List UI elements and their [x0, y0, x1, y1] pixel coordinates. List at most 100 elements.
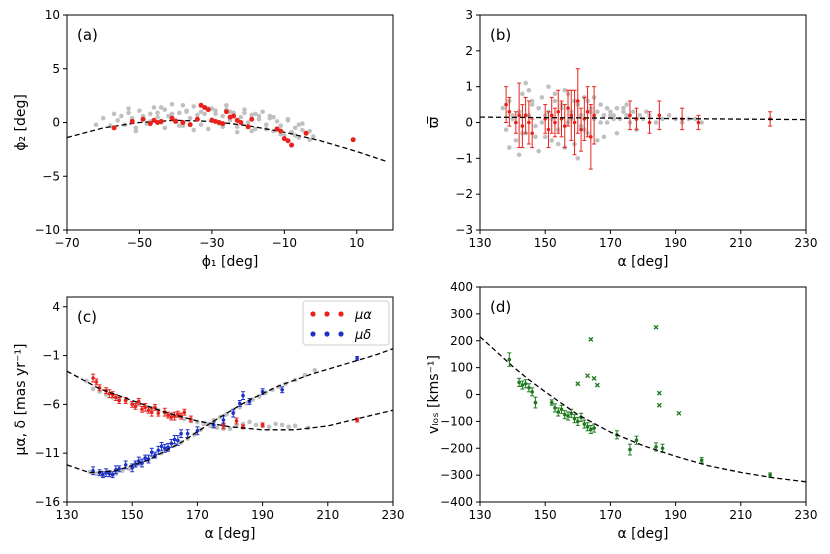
- gray-star-point: [624, 102, 629, 107]
- gray-star-point: [133, 128, 139, 134]
- legend-box: [302, 300, 390, 346]
- legend-marker-mu-alpha: [310, 311, 344, 317]
- mu-delta-point: [159, 441, 164, 451]
- member-point: [289, 142, 295, 148]
- mu-alpha-point: [143, 402, 148, 412]
- rv-member-point: [530, 387, 535, 397]
- data-point: [166, 413, 170, 417]
- mu-alpha-point: [97, 384, 102, 392]
- legend-dot: [324, 331, 330, 337]
- mu-delta-point: [162, 443, 167, 453]
- gray-star-point: [526, 87, 532, 93]
- gray-star-point: [195, 112, 200, 118]
- gray-star-point: [278, 123, 284, 129]
- gray-star-point: [245, 120, 251, 125]
- data-point: [355, 356, 359, 361]
- data-point: [768, 473, 772, 477]
- y-tick-label: 300: [450, 307, 473, 321]
- gray-star-point: [100, 115, 106, 121]
- member-point: [111, 125, 117, 131]
- gray-star-point: [162, 107, 168, 112]
- mu-delta-point: [169, 439, 174, 448]
- gray-star-point: [520, 91, 525, 97]
- mu-delta-point: [179, 429, 184, 439]
- x-tick-label: 210: [316, 508, 339, 522]
- rv-member-point: [634, 435, 639, 445]
- rv-member-point: [552, 403, 557, 413]
- x-tick-label: 130: [469, 236, 492, 250]
- data-point: [163, 446, 167, 451]
- gray-star-point: [311, 134, 316, 139]
- member-point: [140, 116, 146, 122]
- gray-star-point: [90, 386, 96, 392]
- data-point: [562, 124, 567, 128]
- data-point: [576, 419, 580, 424]
- data-point: [572, 416, 577, 421]
- gray-star-point: [608, 109, 613, 115]
- y-tick-label: −400: [440, 495, 473, 509]
- member-point: [187, 122, 193, 128]
- x-tick-label: 170: [186, 508, 209, 522]
- rv-member-point: [569, 408, 574, 418]
- data-point: [582, 422, 587, 426]
- mu-delta-point: [97, 469, 102, 477]
- legend-dot: [310, 331, 316, 337]
- gray-star-point: [213, 111, 218, 117]
- data-point: [130, 402, 134, 407]
- y-tick-label: 3: [465, 8, 473, 22]
- gray-star-point: [198, 122, 204, 127]
- gray-star-point: [300, 121, 305, 126]
- gray-star-point: [162, 125, 168, 131]
- gray-star-point: [296, 122, 302, 127]
- mu-alpha-point: [117, 397, 122, 404]
- member-point: [274, 126, 280, 132]
- mu-delta-point: [156, 445, 161, 455]
- gray-star-point: [608, 113, 613, 118]
- gray-star-point: [263, 122, 269, 127]
- data-point: [504, 102, 508, 107]
- data-point: [517, 113, 521, 118]
- gray-star-point: [611, 116, 616, 122]
- data-point: [114, 395, 118, 400]
- member-point: [169, 115, 175, 121]
- data-point: [520, 383, 525, 387]
- data-point: [153, 405, 157, 410]
- data-point: [507, 357, 512, 362]
- data-point: [523, 381, 528, 386]
- gray-star-point: [155, 110, 160, 116]
- data-point: [169, 441, 174, 446]
- gray-star-point: [119, 113, 124, 119]
- y-tick-label: −300: [440, 468, 473, 482]
- legend-dot: [338, 331, 344, 337]
- x-tick-label: 230: [795, 508, 818, 522]
- gray-star-point: [148, 111, 153, 117]
- panel-d-marks: [480, 324, 806, 483]
- y-tick-label: 0: [465, 116, 473, 130]
- data-point: [280, 387, 284, 392]
- gray-star-point: [523, 80, 528, 86]
- gray-star-point: [151, 105, 157, 110]
- mu-delta-point: [166, 442, 171, 452]
- gray-star-point: [191, 104, 197, 109]
- gray-star-point: [187, 115, 193, 121]
- legend-dot: [338, 311, 344, 317]
- gray-star-point: [166, 113, 171, 119]
- x-mark: [588, 336, 594, 342]
- y-tick-label: 100: [450, 361, 473, 375]
- rv-member-point: [572, 414, 577, 424]
- data-point: [234, 419, 239, 423]
- y-tick-label: 1: [465, 80, 473, 94]
- gray-star-point: [595, 109, 600, 115]
- data-point: [569, 411, 574, 416]
- gray-star-point: [211, 417, 216, 423]
- data-point: [589, 427, 593, 432]
- data-point: [179, 431, 183, 436]
- outlier-point: [575, 381, 581, 387]
- parallax-member-point: [562, 104, 567, 149]
- gray-star-point: [214, 425, 220, 431]
- outlier-point: [588, 336, 594, 342]
- y-tick-label: 2: [465, 44, 473, 58]
- gray-star-point: [552, 98, 558, 104]
